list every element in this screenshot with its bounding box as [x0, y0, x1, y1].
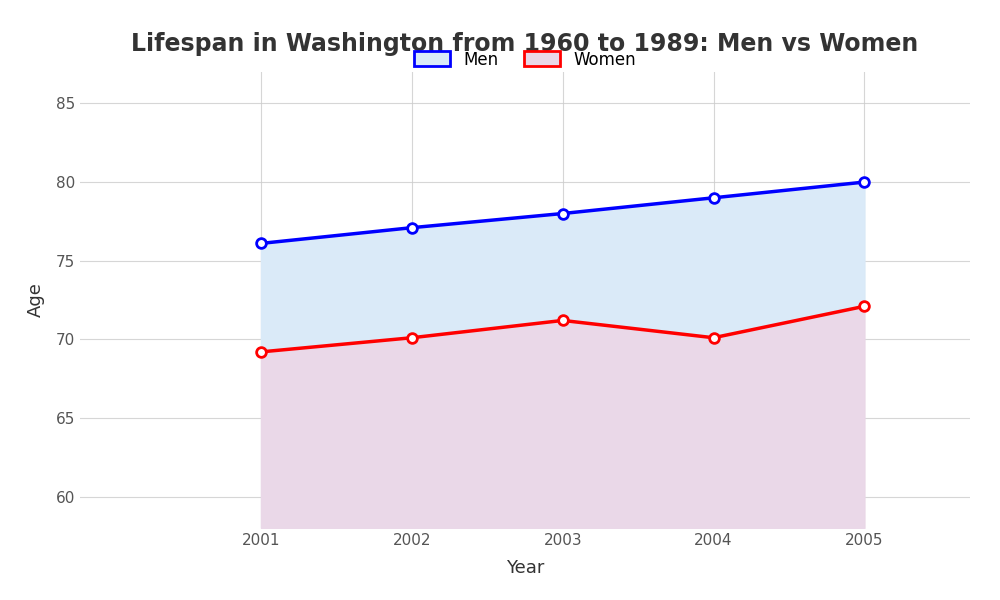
Y-axis label: Age: Age [27, 283, 45, 317]
Title: Lifespan in Washington from 1960 to 1989: Men vs Women: Lifespan in Washington from 1960 to 1989… [131, 32, 919, 56]
X-axis label: Year: Year [506, 559, 544, 577]
Legend: Men, Women: Men, Women [407, 44, 643, 75]
